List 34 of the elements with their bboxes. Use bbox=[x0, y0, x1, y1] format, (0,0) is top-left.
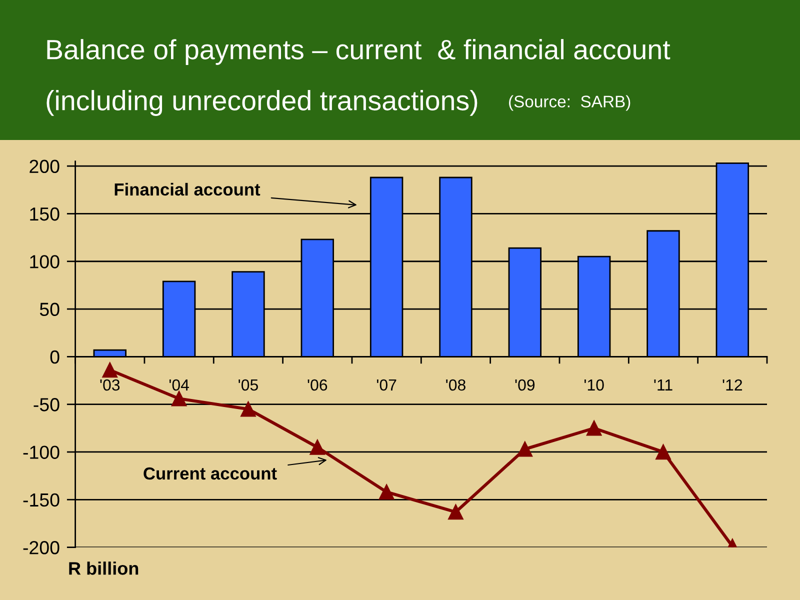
x-tick-label: '11 bbox=[654, 379, 672, 390]
y-tick-label: 100 bbox=[30, 255, 60, 268]
x-tick-label: '04 bbox=[169, 379, 189, 391]
annotation: Current account bbox=[144, 467, 277, 480]
point bbox=[517, 441, 533, 457]
chart-title: Balance of payments – current & financial account bbox=[47, 39, 670, 65]
chart-subtitle: (including unrecorded transactions) bbox=[46, 90, 478, 116]
y-tick-label: -100 bbox=[23, 446, 60, 459]
y-tick-label: 50 bbox=[40, 302, 60, 316]
annotation: Financial account bbox=[114, 182, 260, 196]
x-tick-label: '09 bbox=[515, 379, 535, 391]
text: R billion bbox=[69, 562, 138, 575]
x-tick-label: '10 bbox=[584, 379, 604, 391]
point bbox=[656, 444, 671, 460]
point bbox=[240, 401, 256, 417]
x-tick-label: '07 bbox=[376, 379, 396, 391]
y-tick-label: -200 bbox=[23, 541, 60, 554]
y-tick-label: 200 bbox=[30, 160, 60, 174]
point bbox=[102, 362, 118, 378]
x-tick-label: '12 bbox=[722, 379, 742, 390]
x-tick-label: '03 bbox=[100, 379, 120, 391]
point bbox=[448, 504, 464, 520]
text: (Source: SARB) bbox=[509, 95, 630, 111]
y-tick-label: -50 bbox=[34, 398, 60, 412]
point bbox=[171, 390, 187, 406]
point bbox=[378, 484, 394, 500]
x-tick-label: '05 bbox=[238, 379, 258, 391]
point bbox=[586, 420, 602, 436]
x-tick-label: '06 bbox=[308, 379, 328, 391]
y-tick-label: -150 bbox=[23, 493, 60, 507]
point bbox=[310, 440, 326, 455]
x-tick-label: '08 bbox=[446, 379, 466, 391]
y-tick-label: 0 bbox=[50, 350, 60, 364]
y-tick-label: 150 bbox=[30, 207, 60, 221]
